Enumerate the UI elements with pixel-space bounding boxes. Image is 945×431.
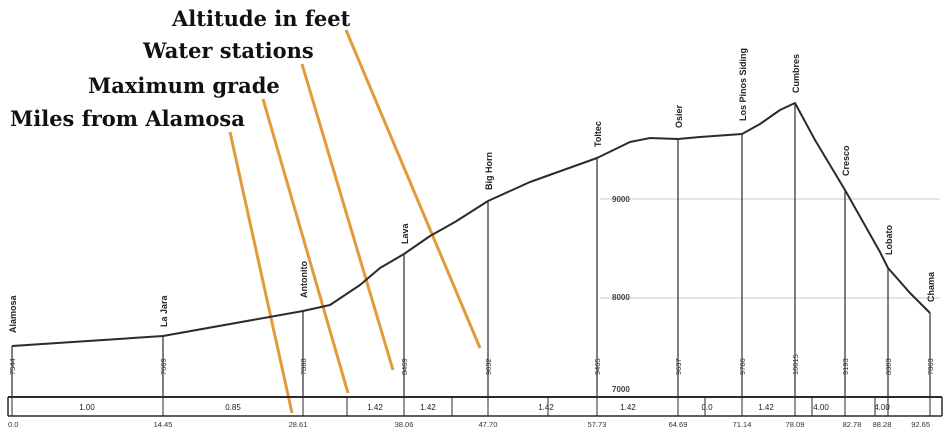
- grade-value: 0.0: [701, 403, 713, 412]
- station-mile: 71.14: [733, 420, 752, 429]
- station-name: Big Horn: [484, 152, 494, 190]
- station-name: Lava: [400, 222, 410, 244]
- grade-value: 1.42: [538, 403, 554, 412]
- station-mile: 28.61: [289, 420, 308, 429]
- legend-pointers: [228, 29, 482, 414]
- pointer-water-line: [300, 63, 395, 371]
- station-mile: 82.78: [843, 420, 862, 429]
- station-altitude: 7888: [299, 358, 308, 375]
- grade-value: 4.00: [813, 403, 829, 412]
- elevation-grid: 9000 8000 7000: [600, 195, 940, 394]
- station-altitude: 7863: [926, 358, 935, 375]
- station-name: Cumbres: [791, 54, 801, 93]
- station-name: Alamosa: [8, 294, 18, 333]
- grade-value: 1.42: [420, 403, 436, 412]
- grade-value: 1.42: [620, 403, 636, 412]
- pointer-grade-line: [261, 98, 350, 394]
- elevation-label-7000: 7000: [612, 385, 630, 394]
- station-mile: 47.70: [479, 420, 498, 429]
- station-name: Cresco: [841, 145, 851, 176]
- station-altitude: 8303: [884, 358, 893, 375]
- station-mile: 57.73: [588, 420, 607, 429]
- grade-band: 1.00 0.85 1.42 1.42 1.42 1.42 0.0 1.42 4…: [7, 396, 943, 417]
- stations-layer: Alamosa 7544 0.0 La Jara 7609 14.45 Antonito 78…: [8, 48, 936, 429]
- pointer-altitude-line: [344, 29, 482, 349]
- station-altitude: 9032: [484, 358, 493, 375]
- grade-value: 1.42: [758, 403, 774, 412]
- station-altitude: 9706: [738, 358, 747, 375]
- station-altitude: 9637: [674, 358, 683, 375]
- station-mile: 88.28: [873, 420, 892, 429]
- elevation-profile-line: [11, 102, 931, 347]
- legend-water-label: Water stations: [142, 38, 314, 63]
- grade-value: 4.00: [874, 403, 890, 412]
- station-mile: 38.06: [395, 420, 414, 429]
- legend-miles-label: Miles from Alamosa: [10, 106, 245, 131]
- station-altitude: 7609: [159, 358, 168, 375]
- grade-value: 1.00: [79, 403, 95, 412]
- station-mile: 0.0: [8, 420, 18, 429]
- station-name: La Jara: [159, 294, 169, 327]
- station-name: Los Pinos Siding: [738, 48, 748, 121]
- station-altitude: 7544: [8, 358, 17, 375]
- legend-grade-label: Maximum grade: [88, 73, 280, 98]
- station-name: Lobato: [884, 225, 894, 255]
- station-name: Toltec: [593, 121, 603, 147]
- station-altitude: 8469: [400, 358, 409, 375]
- legend-altitude-label: Altitude in feet: [171, 6, 351, 31]
- station-mile: 14.45: [154, 420, 173, 429]
- station-mile: 78.09: [786, 420, 805, 429]
- station-name: Chama: [926, 271, 936, 302]
- grade-value: 1.42: [367, 403, 383, 412]
- station-name: Antonito: [299, 261, 309, 298]
- station-altitude: 9193: [841, 358, 850, 375]
- elevation-label-8000: 8000: [612, 293, 630, 302]
- station-altitude: 9465: [593, 358, 602, 375]
- station-name: Osier: [674, 104, 684, 128]
- pointer-miles-line: [228, 131, 294, 414]
- elevation-label-9000: 9000: [612, 195, 630, 204]
- station-altitude: 10015: [791, 354, 800, 375]
- grade-value: 0.85: [225, 403, 241, 412]
- station-mile: 92.65: [911, 420, 930, 429]
- station-mile: 64.69: [669, 420, 688, 429]
